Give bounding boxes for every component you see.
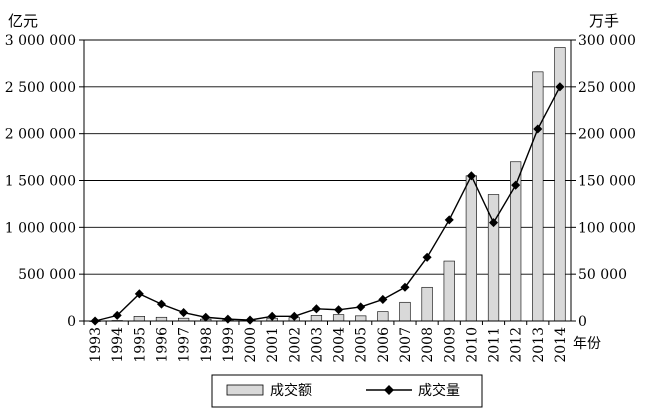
x-tick-label: 2005 xyxy=(354,327,370,363)
line-point xyxy=(245,315,255,325)
y-left-tick-label: 3 000 000 xyxy=(5,33,76,49)
bar xyxy=(332,314,345,322)
legend-box xyxy=(211,374,483,408)
line-point xyxy=(422,252,432,262)
bar xyxy=(443,260,455,322)
x-tick-label: 2011 xyxy=(487,327,503,363)
y-left-tick-label: 500 000 xyxy=(18,267,76,283)
x-tick-label: 2013 xyxy=(531,327,547,363)
bar xyxy=(355,315,367,322)
line-point xyxy=(134,289,144,299)
x-tick-label: 2014 xyxy=(553,327,569,363)
axes: 0 0 500 000 50 000 1 000 000 100 000 1 500 000… xyxy=(5,33,636,363)
x-tick-label: 1998 xyxy=(199,327,215,363)
line-point xyxy=(201,312,211,322)
legend-bar-swatch xyxy=(226,384,264,396)
x-tick-label: 2004 xyxy=(332,327,348,363)
y-left-tick-label: 1 500 000 xyxy=(5,174,76,190)
y-left-unit: 亿元 xyxy=(8,12,38,30)
x-tick-label: 1993 xyxy=(88,327,104,363)
x-tick-label: 2010 xyxy=(464,327,480,363)
x-tick-label: 1999 xyxy=(221,327,237,363)
line-point xyxy=(356,302,366,312)
x-tick-label: 2001 xyxy=(265,327,281,363)
line-point xyxy=(334,305,344,315)
line-point xyxy=(378,294,388,304)
x-tick-label: 1994 xyxy=(110,327,126,363)
volume-line xyxy=(94,86,561,322)
bar xyxy=(310,315,323,322)
y-left-tick-label: 0 xyxy=(67,314,76,330)
bar xyxy=(465,175,477,322)
bar xyxy=(155,316,168,322)
x-tick-label: 1995 xyxy=(132,327,148,363)
line-point xyxy=(444,215,454,225)
x-tick-label: 2007 xyxy=(398,327,414,363)
y-right-tick-label: 250 000 xyxy=(578,80,636,96)
line-point xyxy=(311,304,321,314)
bar xyxy=(377,311,389,322)
x-tick-label: 2006 xyxy=(376,327,392,363)
legend-label-volume: 成交量 xyxy=(418,382,460,399)
line-point xyxy=(156,299,167,309)
x-unit: 年份 xyxy=(573,336,601,352)
y-right-tick-label: 0 xyxy=(578,314,587,330)
y-left-tick-label: 1 000 000 xyxy=(5,220,76,236)
y-right-tick-label: 300 000 xyxy=(578,33,636,49)
x-tick-label: 1997 xyxy=(177,327,193,363)
bar xyxy=(399,301,411,322)
x-tick-label: 2008 xyxy=(420,327,436,363)
x-tick-label: 2009 xyxy=(442,327,458,363)
y-left-tick-label: 2 500 000 xyxy=(5,80,76,96)
bar xyxy=(421,286,433,322)
x-tick-label: 2012 xyxy=(509,327,525,363)
line-point xyxy=(223,314,233,324)
x-tick-label: 2002 xyxy=(287,327,303,363)
x-tick-label: 2000 xyxy=(243,327,259,363)
line-point xyxy=(466,171,476,181)
bar xyxy=(532,71,544,322)
legend-line-marker xyxy=(384,385,394,395)
y-right-tick-label: 150 000 xyxy=(578,174,636,190)
x-tick-label: 1996 xyxy=(154,327,170,363)
y-right-tick-label: 200 000 xyxy=(578,127,636,143)
line-point xyxy=(179,308,189,318)
y-right-tick-label: 100 000 xyxy=(578,220,636,236)
legend: 成交额 成交量 xyxy=(211,374,483,408)
bar xyxy=(133,316,145,322)
y-left-tick-label: 2 000 000 xyxy=(5,127,76,143)
y-right-unit: 万手 xyxy=(589,12,619,30)
legend-label-turnover: 成交额 xyxy=(270,382,312,399)
x-tick-label: 2003 xyxy=(309,327,325,363)
y-right-tick-label: 50 000 xyxy=(578,267,627,283)
bar-series-turnover xyxy=(89,47,566,322)
